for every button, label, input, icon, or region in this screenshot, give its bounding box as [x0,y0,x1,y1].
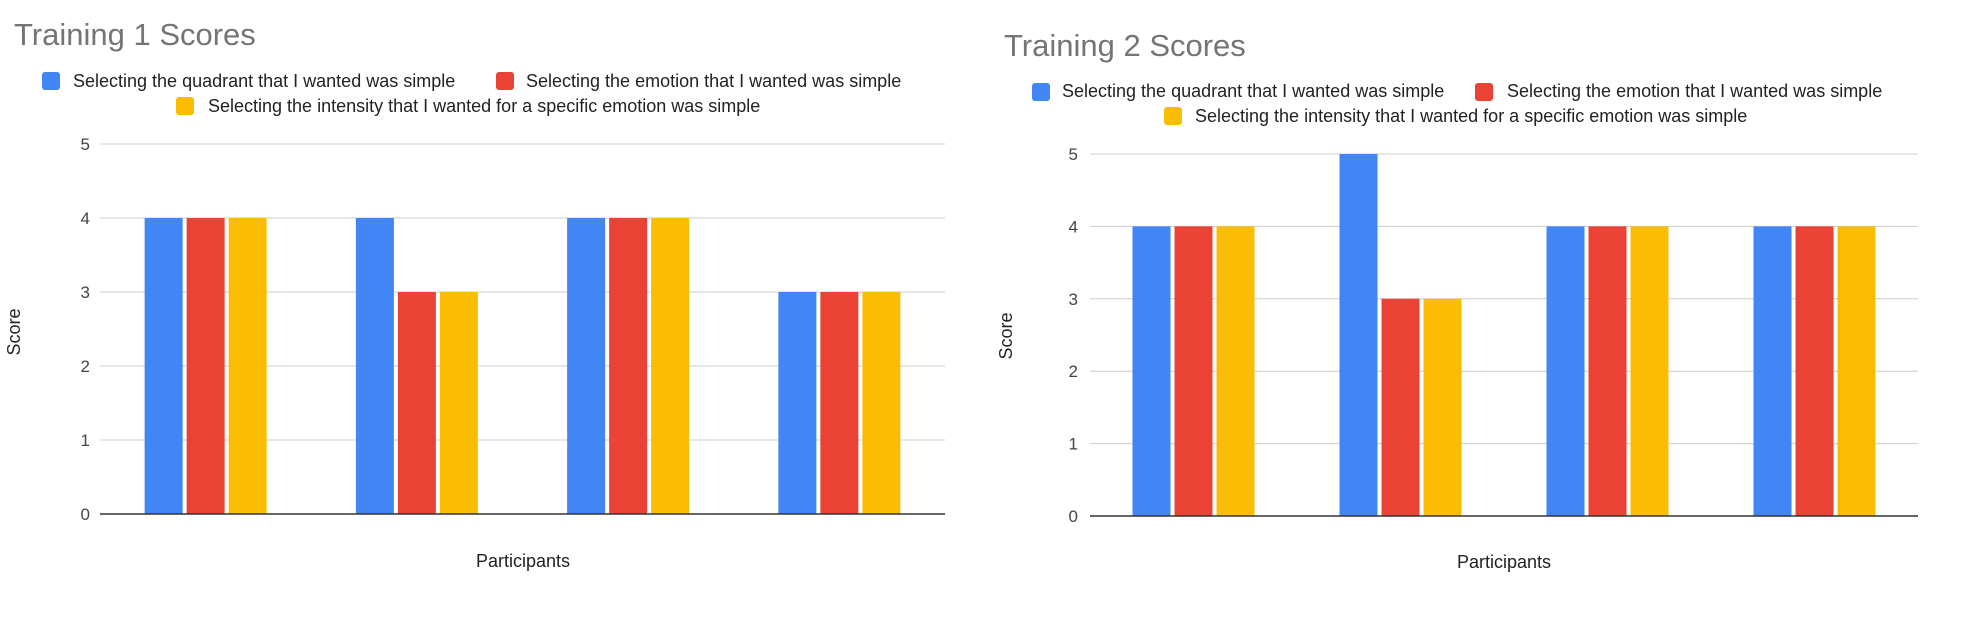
chart-title: Training 1 Scores [14,17,256,52]
chart-title: Training 2 Scores [1004,28,1246,63]
legend-swatch-emotion [496,72,514,90]
bar [397,292,436,514]
bar [1630,226,1669,516]
y-tick-label: 3 [81,283,90,302]
legend-swatch-emotion [1475,83,1493,101]
bar [862,292,901,514]
bar [1753,226,1792,516]
legend-swatch-quadrant [1032,83,1050,101]
bar [1174,226,1213,516]
legend-swatch-quadrant [42,72,60,90]
legend-label-intensity: Selecting the intensity that I wanted fo… [1195,106,1747,126]
bar [820,292,859,514]
bar [144,218,183,514]
bar [1216,226,1255,516]
bar [1381,298,1420,516]
y-axis-title: Score [4,308,24,355]
y-tick-labels: 0 1 2 3 4 5 [81,135,90,524]
y-tick-label: 1 [81,431,90,450]
bar [1795,226,1834,516]
bar [1132,226,1171,516]
y-tick-label: 4 [81,209,90,228]
legend-swatch-intensity [176,97,194,115]
bar [1546,226,1585,516]
legend-label-emotion: Selecting the emotion that I wanted was … [1507,81,1882,101]
bar [355,218,394,514]
bar [1423,298,1462,516]
y-tick-label: 5 [1069,145,1078,164]
bar [1588,226,1627,516]
y-tick-label: 2 [1069,362,1078,381]
y-tick-label: 3 [1069,290,1078,309]
y-axis-title: Score [996,312,1016,359]
gridlines [1090,153,1918,445]
training-1-chart: Training 1 Scores Selecting the quadrant… [4,17,945,571]
y-tick-label: 0 [81,505,90,524]
bar [778,292,817,514]
y-tick-label: 5 [81,135,90,154]
training-2-chart: Training 2 Scores Selecting the quadrant… [990,0,1973,620]
y-tick-label: 1 [1069,435,1078,454]
bar [609,218,648,514]
legend-label-intensity: Selecting the intensity that I wanted fo… [208,96,760,116]
bar [1339,154,1378,516]
bar [567,218,606,514]
legend-swatch-intensity [1164,107,1182,125]
legend-label-quadrant: Selecting the quadrant that I wanted was… [73,71,455,91]
bars [144,218,901,514]
bar [228,218,267,514]
bar [651,218,690,514]
y-tick-labels: 0 1 2 3 4 5 [1069,145,1078,526]
y-tick-label: 0 [1069,507,1078,526]
bar [186,218,225,514]
legend-label-quadrant: Selecting the quadrant that I wanted was… [1062,81,1444,101]
training-1-chart-svg: Training 1 Scores Selecting the quadrant… [4,17,945,571]
training-2-chart-svg: Training 2 Scores Selecting the quadrant… [996,28,1918,572]
x-axis-title: Participants [1457,552,1551,572]
y-tick-label: 4 [1069,217,1078,236]
x-axis-title: Participants [476,551,570,571]
bars [1132,154,1876,516]
legend-label-emotion: Selecting the emotion that I wanted was … [526,71,901,91]
bar [439,292,478,514]
gridlines [100,143,945,441]
legend: Selecting the quadrant that I wanted was… [42,71,901,116]
bar [1837,226,1876,516]
y-tick-label: 2 [81,357,90,376]
legend: Selecting the quadrant that I wanted was… [1032,81,1882,126]
